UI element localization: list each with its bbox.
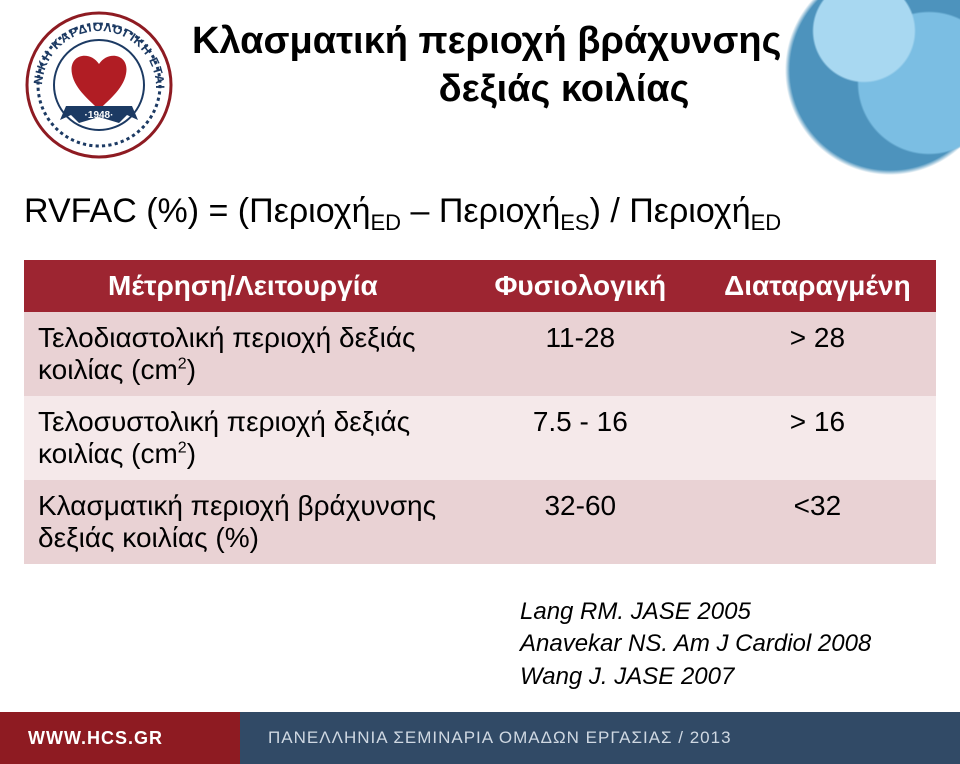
table-row: Τελοσυστολική περιοχή δεξιάς κοιλίας (cm…: [24, 396, 936, 480]
title-line-2: δεξιάς κοιλίας: [192, 66, 936, 114]
footer-event: ΠΑΝΕΛΛΗΝΙΑ ΣΕΜΙΝΑΡΙΑ ΟΜΑΔΩΝ ΕΡΓΑΣΙΑΣ / 2…: [240, 728, 732, 748]
table-row: Τελοδιαστολική περιοχή δεξιάς κοιλίας (c…: [24, 312, 936, 396]
title-line-1: Κλασματική περιοχή βράχυνσης: [192, 18, 936, 66]
society-logo: ·1948· ΕΛΛΗΝΙΚΗ ΚΑΡΔΙΟΛΟΓΙΚΗ ΕΤΑΙΡΕΙΑ: [24, 10, 174, 160]
table-row-normal: 7.5 - 16: [462, 396, 699, 480]
logo-year: ·1948·: [85, 110, 114, 121]
data-table: Μέτρηση/Λειτουργία Φυσιολογική Διαταραγμ…: [24, 260, 936, 564]
table-row-normal: 11-28: [462, 312, 699, 396]
table-row-normal: 32-60: [462, 480, 699, 564]
table-row-abnormal: > 28: [699, 312, 936, 396]
slide-footer: WWW.HCS.GR ΠΑΝΕΛΛΗΝΙΑ ΣΕΜΙΝΑΡΙΑ ΟΜΑΔΩΝ Ε…: [0, 712, 960, 764]
table-row-label: Τελοδιαστολική περιοχή δεξιάς κοιλίας (c…: [24, 312, 462, 396]
table-head-normal: Φυσιολογική: [462, 260, 699, 312]
table-row-label: Κλασματική περιοχή βράχυνσης δεξιάς κοιλ…: [24, 480, 462, 564]
table-row: Κλασματική περιοχή βράχυνσης δεξιάς κοιλ…: [24, 480, 936, 564]
ref-line: Lang RM. JASE 2005: [520, 596, 871, 628]
slide-title: Κλασματική περιοχή βράχυνσης δεξιάς κοιλ…: [192, 10, 936, 113]
slide-header: ·1948· ΕΛΛΗΝΙΚΗ ΚΑΡΔΙΟΛΟΓΙΚΗ ΕΤΑΙΡΕΙΑ Κλ…: [24, 10, 936, 165]
table-head-row: Μέτρηση/Λειτουργία Φυσιολογική Διαταραγμ…: [24, 260, 936, 312]
table-row-abnormal: <32: [699, 480, 936, 564]
ref-line: Anavekar NS. Am J Cardiol 2008: [520, 628, 871, 660]
table-head-abnormal: Διαταραγμένη: [699, 260, 936, 312]
footer-url: WWW.HCS.GR: [0, 728, 240, 749]
table-row-abnormal: > 16: [699, 396, 936, 480]
formula-text: RVFAC (%) = (ΠεριοχήED – ΠεριοχήES) / Πε…: [24, 192, 936, 236]
references: Lang RM. JASE 2005 Anavekar NS. Am J Car…: [520, 596, 871, 693]
table-head-measure: Μέτρηση/Λειτουργία: [24, 260, 462, 312]
table-row-label: Τελοσυστολική περιοχή δεξιάς κοιλίας (cm…: [24, 396, 462, 480]
ref-line: Wang J. JASE 2007: [520, 661, 871, 693]
